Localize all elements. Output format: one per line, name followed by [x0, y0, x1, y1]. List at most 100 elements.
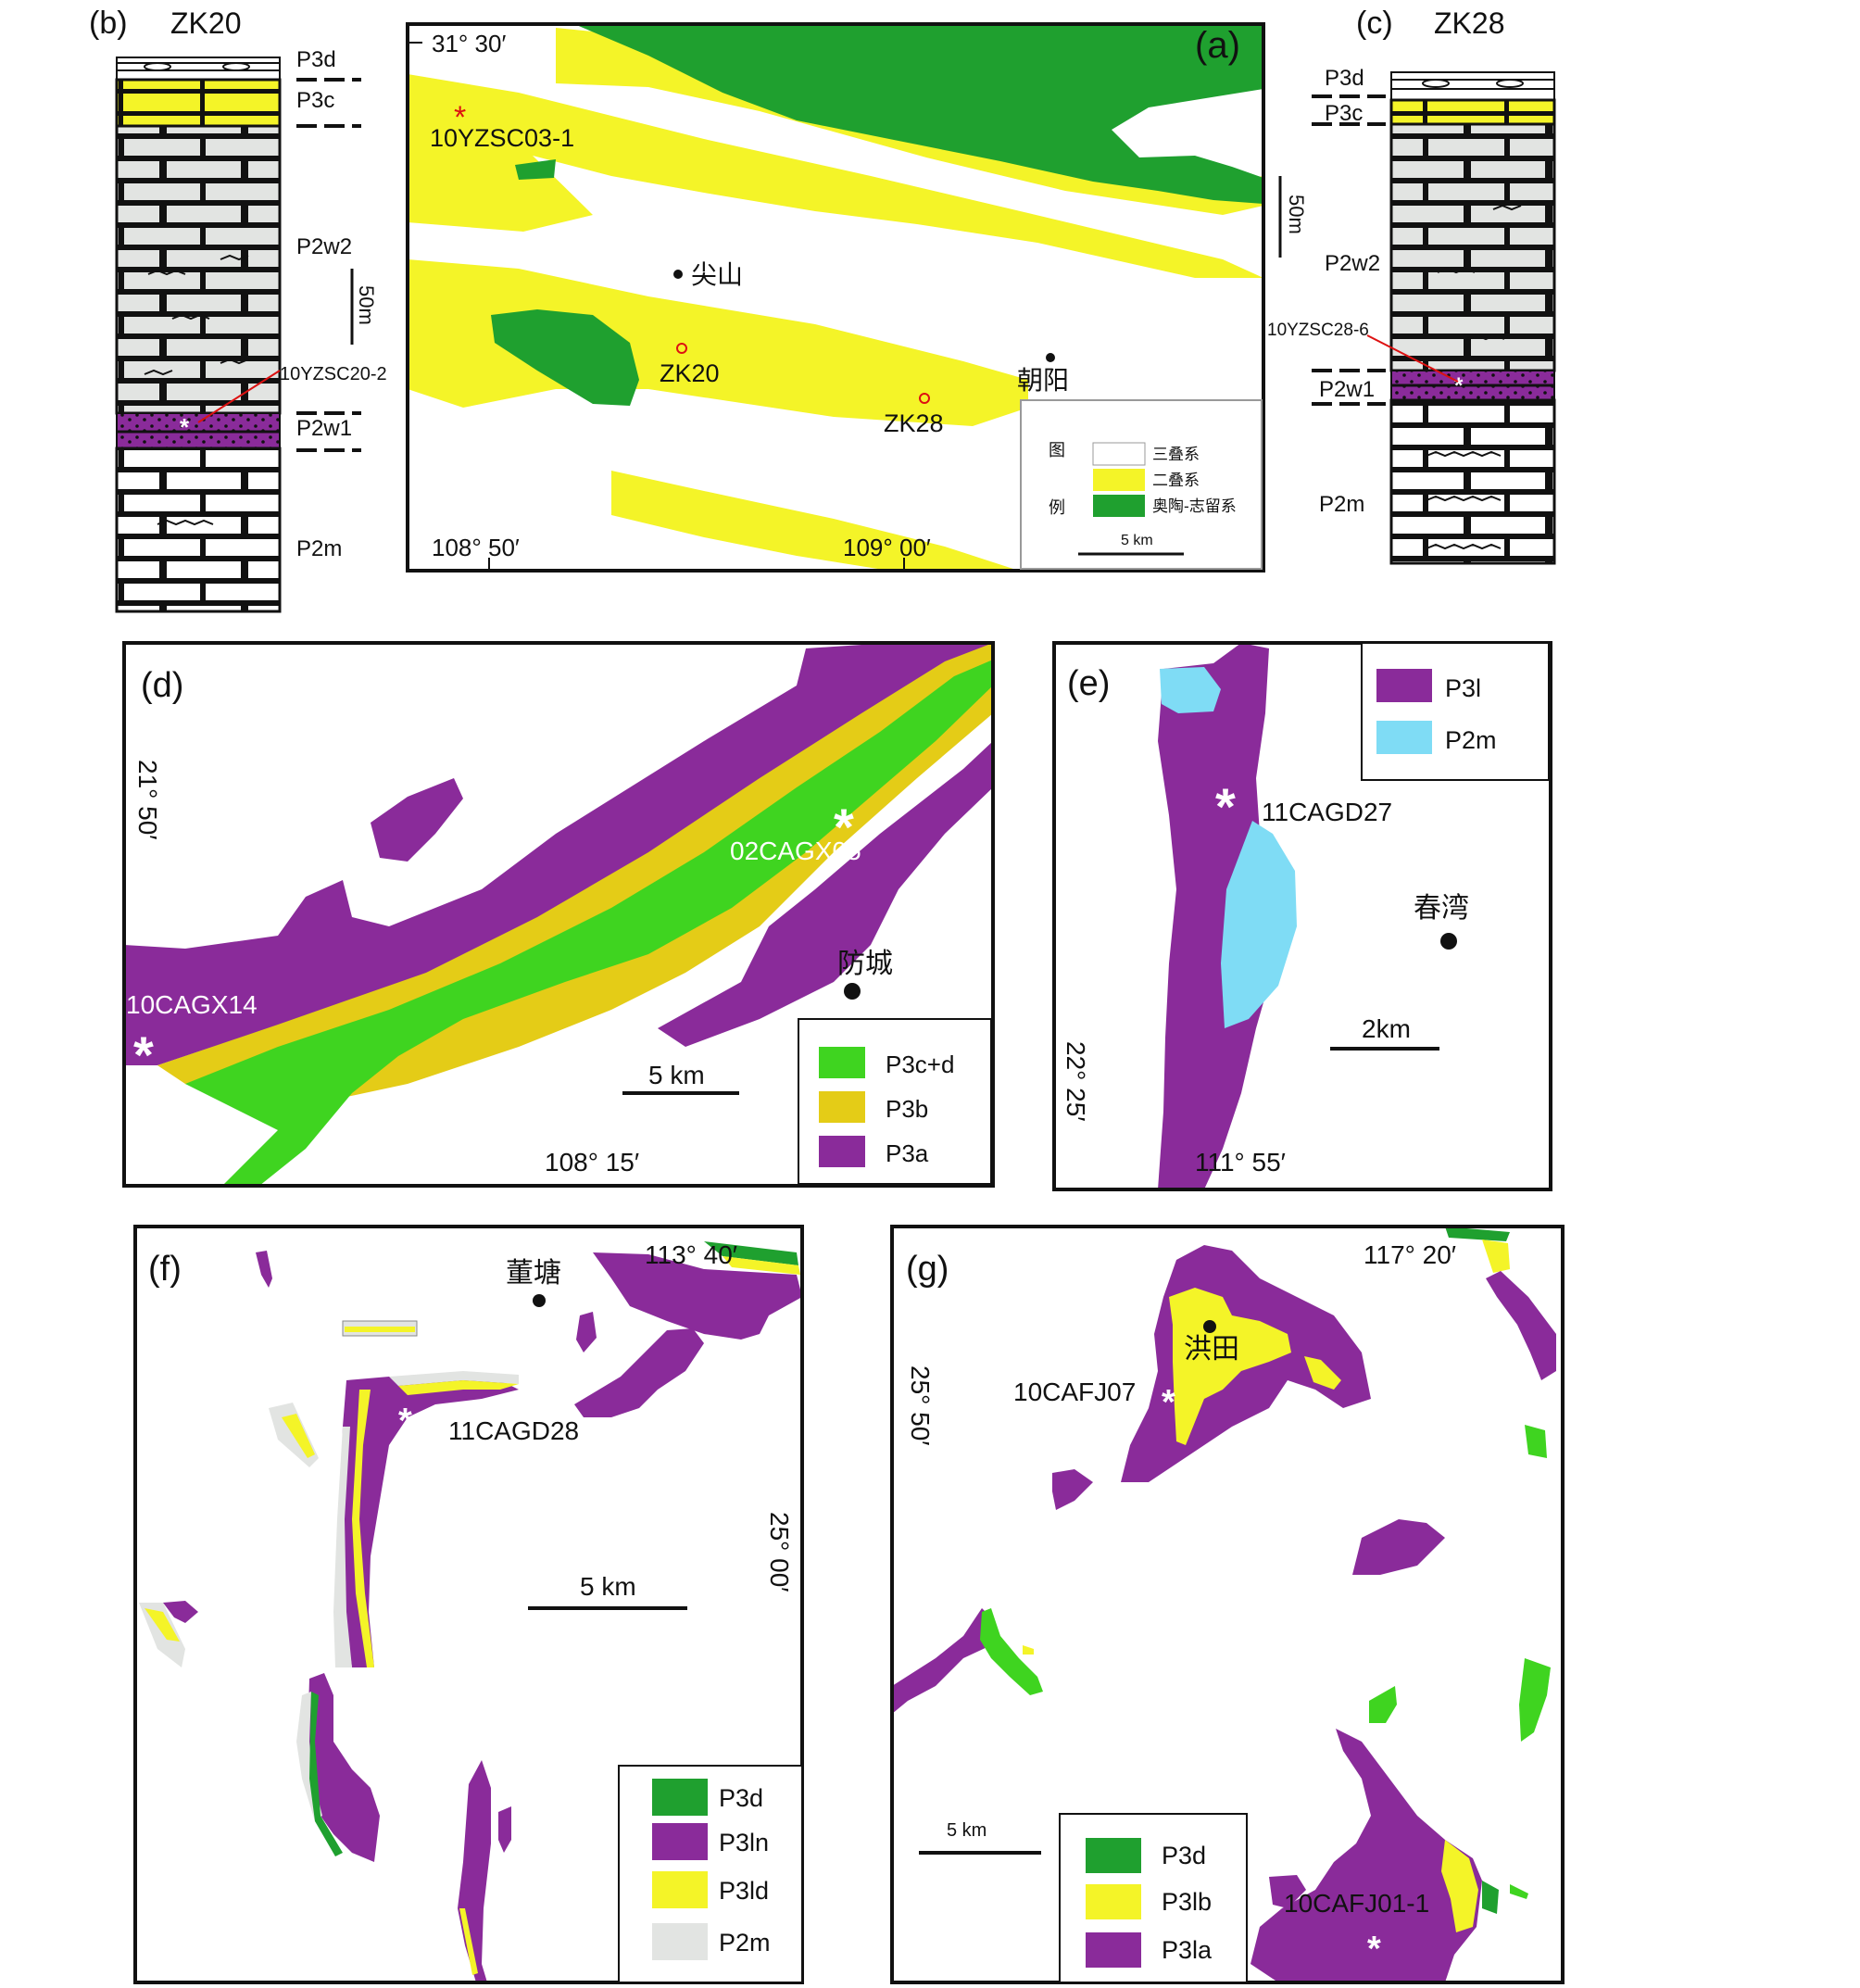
- chaoyang-label: 朝阳: [1017, 365, 1069, 396]
- panel-d-label: (d): [141, 666, 183, 705]
- hongtian-label: 洪田: [1184, 1333, 1239, 1365]
- panel-a-lat-label: 31° 30′: [432, 30, 506, 57]
- panel-e-lon-label: 111° 55′: [1195, 1148, 1286, 1176]
- svg-text:P2m: P2m: [719, 1929, 771, 1957]
- panel-g-p3lb-hongtian: [1169, 1288, 1291, 1445]
- zk20-sample-label: 10YZSC20-2: [280, 364, 387, 384]
- panel-g-label: (g): [906, 1250, 949, 1289]
- zk28-unit-p3d: P3d: [1325, 66, 1364, 91]
- panel-f-label: (f): [148, 1250, 182, 1289]
- panel-f-scale-label: 5 km: [580, 1572, 636, 1601]
- panel-g-scale-label: 5 km: [947, 1820, 987, 1841]
- svg-text:三叠系: 三叠系: [1152, 446, 1200, 464]
- dongtang-point: [533, 1294, 546, 1307]
- svg-text:P3a: P3a: [886, 1139, 929, 1167]
- svg-text:例: 例: [1049, 498, 1065, 518]
- panel-g-sample1-label: 10CAFJ07: [1013, 1378, 1136, 1406]
- zk28-unit-p2w1: P2w1: [1319, 377, 1375, 402]
- panel-f-lon-label: 113° 40′: [645, 1240, 737, 1269]
- panel-d-legend: P3c+d P3b P3a: [798, 1018, 992, 1185]
- panel-e-sample-star: *: [1215, 777, 1236, 836]
- svg-text:二叠系: 二叠系: [1152, 472, 1200, 490]
- legend-triassic-swatch: [1092, 442, 1146, 466]
- panel-d-lon-label: 108° 15′: [545, 1148, 639, 1176]
- panel-c-label: (c): [1356, 6, 1393, 41]
- chunwan-point: [1440, 933, 1457, 950]
- svg-text:P3lb: P3lb: [1162, 1888, 1212, 1916]
- zk20-p3d-layer: [116, 57, 281, 81]
- panel-g-p3la-south: [1250, 1729, 1482, 1982]
- zk20-unit-p3c: P3c: [296, 88, 334, 113]
- zk28-map-label: ZK28: [884, 409, 944, 437]
- zk20-sample-star: *: [180, 413, 190, 441]
- legend-p3b-swatch: [819, 1091, 865, 1123]
- panel-a-ordo-silurian-blob: [491, 309, 639, 406]
- panel-e-scale-label: 2km: [1362, 1014, 1411, 1043]
- fangcheng-label: 防城: [837, 948, 893, 980]
- panel-d-p3b-belt: [157, 643, 993, 1112]
- svg-text:P3c+d: P3c+d: [886, 1051, 954, 1078]
- panel-d-scale-label: 5 km: [648, 1061, 705, 1089]
- panel-a-sample-star: *: [454, 100, 466, 135]
- panel-f-sample-label: 11CAGD28: [448, 1416, 579, 1445]
- panel-c-title: ZK28: [1434, 6, 1504, 40]
- panel-a-vscale-label: 50m: [1285, 195, 1308, 234]
- panel-e-legend: P3l P2m: [1361, 642, 1550, 781]
- panel-a-map: 31° 30′ (a) * 10YZSC03-1 50m 尖山 ZK20 ZK2…: [406, 22, 1308, 572]
- fangcheng-point: [844, 983, 861, 1000]
- zk20-unit-p2w2: P2w2: [296, 234, 352, 259]
- svg-text:P3b: P3b: [886, 1095, 928, 1123]
- svg-text:P3d: P3d: [719, 1784, 763, 1812]
- panel-f-p3ln-ne: [593, 1252, 802, 1340]
- panel-f-p3ln-mid: [574, 1328, 704, 1417]
- svg-text:P3la: P3la: [1162, 1936, 1213, 1964]
- legend-ordo-swatch: [1093, 495, 1145, 517]
- legend-p3lb-swatch: [1086, 1884, 1141, 1919]
- zk28-p3c-layer: [1389, 98, 1556, 126]
- panel-e-p2m-lower: [1221, 821, 1297, 1028]
- panel-f-legend: P3d P3ln P3ld P2m: [618, 1765, 803, 1983]
- zk28-unit-p2m: P2m: [1319, 492, 1364, 517]
- panel-d-sample1-label: 02CAGX05: [730, 837, 861, 865]
- jianshan-label: 尖山: [691, 259, 743, 290]
- svg-text:P3d: P3d: [1162, 1842, 1206, 1869]
- zk20-scale-label: 50m: [355, 285, 378, 325]
- panel-d-p3a-island: [371, 778, 463, 862]
- zk28-p3d-layer: [1390, 71, 1555, 101]
- panel-b-title: ZK20: [170, 6, 241, 40]
- panel-d-lat-label: 21° 50′: [133, 760, 162, 840]
- zk20-p2w2-layer: [115, 124, 282, 415]
- zk28-unit-p3c: P3c: [1325, 101, 1363, 126]
- panel-d-sample2-label: 10CAGX14: [126, 990, 258, 1019]
- chunwan-label: 春湾: [1414, 892, 1469, 925]
- panel-d-map: (d) 21° 50′ * 02CAGX05 10CAGX14 * 防城 5 k…: [122, 641, 995, 1188]
- svg-text:P2m: P2m: [1445, 726, 1497, 754]
- panel-e-label: (e): [1067, 664, 1110, 703]
- panel-g-p3la-west: [892, 1608, 991, 1714]
- panel-g-sample2-star: *: [1367, 1930, 1381, 1969]
- panel-a-scale-label: 5 km: [1121, 533, 1153, 548]
- legend-p3ln-swatch: [652, 1823, 708, 1860]
- panel-d-p3cd-belt: [185, 660, 993, 1186]
- hongtian-point: [1203, 1320, 1216, 1333]
- zk20-p3c-layer: [115, 78, 282, 128]
- zk28-p2w2-layer: [1389, 122, 1556, 372]
- panel-g-sample2-label: 10CAFJ01-1: [1284, 1889, 1429, 1918]
- legend-p3d-f-swatch: [652, 1779, 708, 1816]
- svg-text:图: 图: [1049, 441, 1065, 460]
- panel-g-legend: P3d P3lb P3la: [1059, 1813, 1248, 1983]
- panel-e-map: (e) * 11CAGD27 春湾 2km 22° 25′ 111° 55′ P…: [1052, 641, 1552, 1191]
- zk28-drill-point: [919, 393, 930, 404]
- zk28-unit-p2w2: P2w2: [1325, 251, 1380, 276]
- panel-c-zk28-column: (c) ZK28 * P3d P3c P2w2 P2: [1267, 6, 1556, 565]
- panel-g-p3la-mid: [1352, 1519, 1445, 1575]
- zk28-sample-label: 10YZSC28-6: [1267, 321, 1369, 340]
- legend-p3l-swatch: [1376, 669, 1432, 702]
- panel-d-sample1-star: *: [834, 798, 854, 856]
- panel-f-p3ln-ne2: [576, 1312, 597, 1353]
- legend-p3cd-swatch: [819, 1047, 865, 1078]
- svg-text:P3ln: P3ln: [719, 1829, 769, 1856]
- panel-e-p2m-upper: [1160, 667, 1221, 713]
- panel-b-label: (b): [89, 6, 128, 41]
